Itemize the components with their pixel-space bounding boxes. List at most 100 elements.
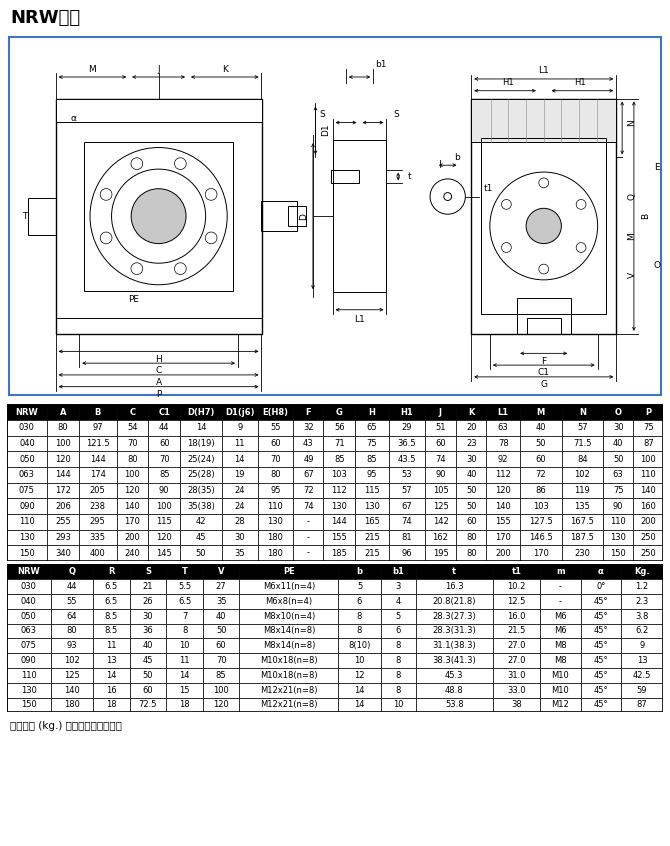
Bar (603, 530, 633, 546)
Text: 45: 45 (196, 533, 206, 542)
Bar (203, 653, 239, 668)
Text: 15: 15 (180, 685, 190, 695)
Text: 72: 72 (303, 486, 314, 495)
Bar (355, 452, 389, 467)
Bar (492, 653, 540, 668)
Bar (324, 546, 355, 561)
Text: 16: 16 (106, 685, 117, 695)
Bar (47, 436, 79, 452)
Text: 27: 27 (216, 582, 226, 591)
Bar (7, 683, 51, 698)
Bar (355, 420, 389, 436)
Text: 150: 150 (21, 700, 37, 710)
Text: 130: 130 (21, 685, 37, 695)
Bar (51, 653, 93, 668)
Text: 71: 71 (334, 439, 344, 448)
Text: 28(35): 28(35) (187, 486, 215, 495)
Text: 24: 24 (234, 486, 245, 495)
Text: 63: 63 (613, 470, 624, 480)
Text: H1: H1 (400, 408, 413, 417)
Text: 2.3: 2.3 (635, 596, 649, 606)
Text: M8x10(n=4): M8x10(n=4) (263, 612, 315, 621)
Bar (222, 514, 257, 530)
Bar (79, 514, 117, 530)
Text: L1: L1 (539, 66, 549, 74)
Text: 119: 119 (574, 486, 590, 495)
Bar (633, 467, 663, 483)
Text: 100: 100 (55, 439, 71, 448)
Text: 11: 11 (106, 641, 117, 651)
Bar (7, 467, 47, 483)
Text: 注：重量 (kg.) 不包含电机的重量。: 注：重量 (kg.) 不包含电机的重量。 (10, 722, 122, 731)
Text: 90: 90 (436, 470, 446, 480)
Text: 240: 240 (125, 548, 140, 558)
Text: 18: 18 (106, 700, 117, 710)
Bar (561, 498, 603, 514)
Bar (180, 530, 222, 546)
Text: 85: 85 (216, 671, 226, 680)
Bar (621, 639, 663, 653)
Bar (166, 564, 203, 580)
Text: D1(j6): D1(j6) (225, 408, 255, 417)
Text: 102: 102 (574, 470, 590, 480)
Text: 142: 142 (433, 517, 448, 526)
Bar (180, 467, 222, 483)
Text: 32: 32 (303, 423, 314, 432)
Text: 9: 9 (237, 423, 243, 432)
Text: M12: M12 (551, 700, 570, 710)
Text: t1: t1 (511, 567, 521, 576)
Text: 40: 40 (613, 439, 624, 448)
Circle shape (539, 264, 549, 274)
Bar (540, 624, 581, 639)
Text: C1: C1 (538, 369, 550, 377)
Bar (324, 498, 355, 514)
Text: 84: 84 (577, 454, 588, 464)
Text: 45°: 45° (594, 641, 608, 651)
Bar (324, 483, 355, 498)
Bar (7, 483, 47, 498)
Bar (389, 546, 425, 561)
Bar (93, 580, 130, 594)
Text: 45°: 45° (594, 656, 608, 665)
Text: 050: 050 (19, 454, 35, 464)
Bar (79, 420, 117, 436)
Bar (293, 436, 324, 452)
Text: G: G (540, 380, 547, 389)
Text: 64: 64 (66, 612, 77, 621)
Bar (257, 404, 293, 420)
Bar (293, 514, 324, 530)
Bar (166, 594, 203, 609)
Text: 6.5: 6.5 (105, 596, 118, 606)
Circle shape (444, 193, 452, 201)
Bar (355, 514, 389, 530)
Text: 40: 40 (216, 612, 226, 621)
Bar (130, 698, 166, 712)
Bar (47, 546, 79, 561)
Text: 100: 100 (213, 685, 229, 695)
Text: 42.5: 42.5 (633, 671, 651, 680)
Text: 56: 56 (334, 423, 344, 432)
Text: 54: 54 (127, 423, 137, 432)
Text: 150: 150 (610, 548, 626, 558)
Text: 50: 50 (143, 671, 153, 680)
Bar (456, 452, 486, 467)
Text: M10: M10 (551, 671, 570, 680)
Bar (456, 530, 486, 546)
Text: 110: 110 (610, 517, 626, 526)
Text: 80: 80 (270, 470, 281, 480)
Text: 10: 10 (354, 656, 364, 665)
Bar (381, 609, 416, 624)
Text: -: - (559, 596, 562, 606)
Bar (239, 580, 338, 594)
Text: 50: 50 (466, 486, 476, 495)
Text: 075: 075 (21, 641, 37, 651)
Text: 167.5: 167.5 (570, 517, 594, 526)
Bar (293, 483, 324, 498)
Text: 50: 50 (613, 454, 624, 464)
Bar (492, 668, 540, 683)
Bar (166, 683, 203, 698)
Text: 21.5: 21.5 (507, 626, 526, 635)
Text: 180: 180 (267, 548, 283, 558)
Bar (603, 404, 633, 420)
Bar (416, 668, 492, 683)
